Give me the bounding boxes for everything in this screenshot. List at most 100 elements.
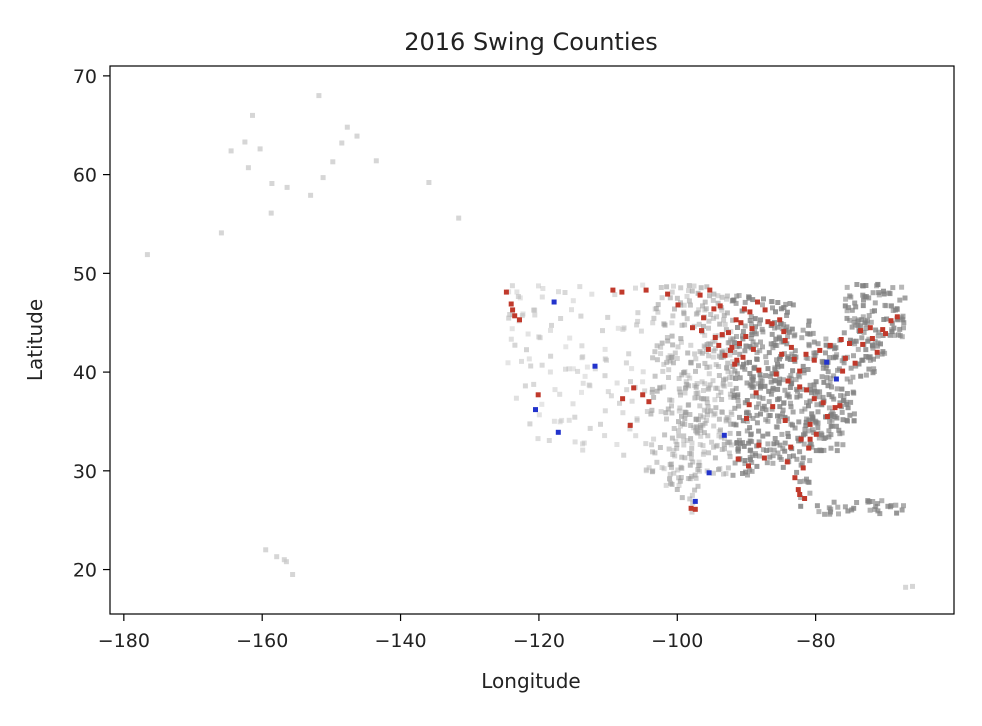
county-mark: [806, 403, 811, 409]
county-mark: [580, 441, 585, 447]
county-mark: [706, 385, 712, 391]
x-tick-label: −180: [98, 630, 150, 652]
county-mark: [717, 466, 723, 472]
county-mark: [744, 380, 750, 386]
county-mark: [839, 409, 845, 415]
county-mark: [689, 445, 695, 451]
county-mark: [714, 314, 720, 320]
county-mark: [787, 454, 792, 459]
county-mark: [747, 457, 753, 463]
county-mark: [719, 294, 725, 300]
county-mark: [557, 391, 563, 397]
swing-county-mark: [769, 321, 775, 327]
county-mark: [566, 417, 572, 423]
county-mark: [515, 294, 521, 299]
county-mark: [532, 307, 538, 313]
county-mark: [716, 433, 722, 439]
swing-county-mark: [797, 368, 803, 374]
county-mark: [675, 344, 681, 350]
county-mark: [750, 339, 756, 345]
county-mark: [825, 369, 831, 375]
county-mark: [661, 384, 667, 390]
county-mark: [804, 400, 809, 406]
county-mark: [835, 504, 841, 510]
county-mark: [602, 346, 608, 352]
swing-county-mark: [756, 367, 762, 373]
county-mark: [819, 432, 825, 438]
county-mark: [765, 431, 771, 437]
county-mark: [864, 321, 870, 327]
county-mark: [757, 372, 763, 378]
county-mark: [670, 452, 676, 457]
swing-county-mark: [827, 342, 833, 348]
county-mark: [870, 290, 876, 296]
county-mark: [843, 296, 849, 302]
county-mark: [776, 381, 782, 387]
county-mark: [812, 388, 818, 394]
county-mark: [678, 336, 684, 342]
county-mark: [728, 336, 734, 342]
swing-county-mark: [833, 376, 839, 382]
county-mark: [897, 333, 903, 338]
county-mark: [860, 292, 866, 298]
county-mark: [751, 365, 757, 371]
county-mark: [863, 347, 869, 353]
county-mark: [807, 398, 813, 404]
county-mark: [697, 403, 703, 409]
county-mark: [800, 327, 806, 333]
county-mark: [777, 442, 783, 448]
county-mark: [790, 302, 796, 308]
swing-county-mark: [737, 341, 742, 346]
county-mark: [671, 426, 677, 431]
county-mark: [754, 420, 760, 426]
county-mark: [578, 313, 584, 319]
county-mark: [823, 342, 829, 348]
county-mark: [659, 295, 665, 301]
county-mark: [690, 500, 696, 506]
county-mark: [659, 340, 665, 346]
county-mark: [669, 435, 675, 441]
county-mark: [828, 375, 834, 381]
county-mark: [707, 293, 712, 299]
county-mark: [768, 341, 774, 347]
county-mark: [649, 407, 655, 413]
county-mark: [667, 353, 673, 359]
county-mark: [539, 401, 545, 407]
county-mark: [855, 346, 861, 352]
county-mark: [700, 451, 706, 457]
county-mark: [877, 511, 883, 517]
county-mark: [605, 389, 611, 395]
county-mark: [549, 322, 554, 328]
county-mark: [643, 467, 649, 473]
county-mark: [811, 430, 817, 436]
county-mark: [682, 385, 688, 391]
county-mark: [509, 326, 515, 332]
county-mark: [701, 449, 707, 455]
county-mark: [757, 453, 762, 459]
county-mark: [730, 388, 736, 394]
county-mark: [702, 381, 708, 387]
county-mark: [849, 307, 855, 313]
swing-county-mark: [838, 337, 844, 342]
county-mark: [676, 376, 682, 381]
county-mark: [704, 409, 710, 414]
county-mark: [814, 503, 820, 509]
county-mark: [535, 436, 541, 442]
county-mark: [872, 506, 878, 512]
swing-county-mark: [646, 399, 652, 405]
swing-county-mark: [784, 459, 790, 465]
county-mark: [795, 435, 801, 441]
county-mark: [662, 432, 668, 438]
county-mark: [744, 418, 750, 424]
county-mark: [688, 423, 694, 428]
county-mark: [718, 355, 724, 360]
swing-county-mark: [797, 384, 803, 390]
county-mark: [670, 360, 676, 366]
county-mark: [663, 482, 669, 488]
county-mark: [765, 418, 771, 424]
county-mark: [615, 325, 621, 331]
county-mark: [712, 338, 718, 344]
swing-county-mark: [741, 306, 747, 312]
county-mark: [740, 333, 745, 339]
county-mark: [669, 410, 675, 416]
